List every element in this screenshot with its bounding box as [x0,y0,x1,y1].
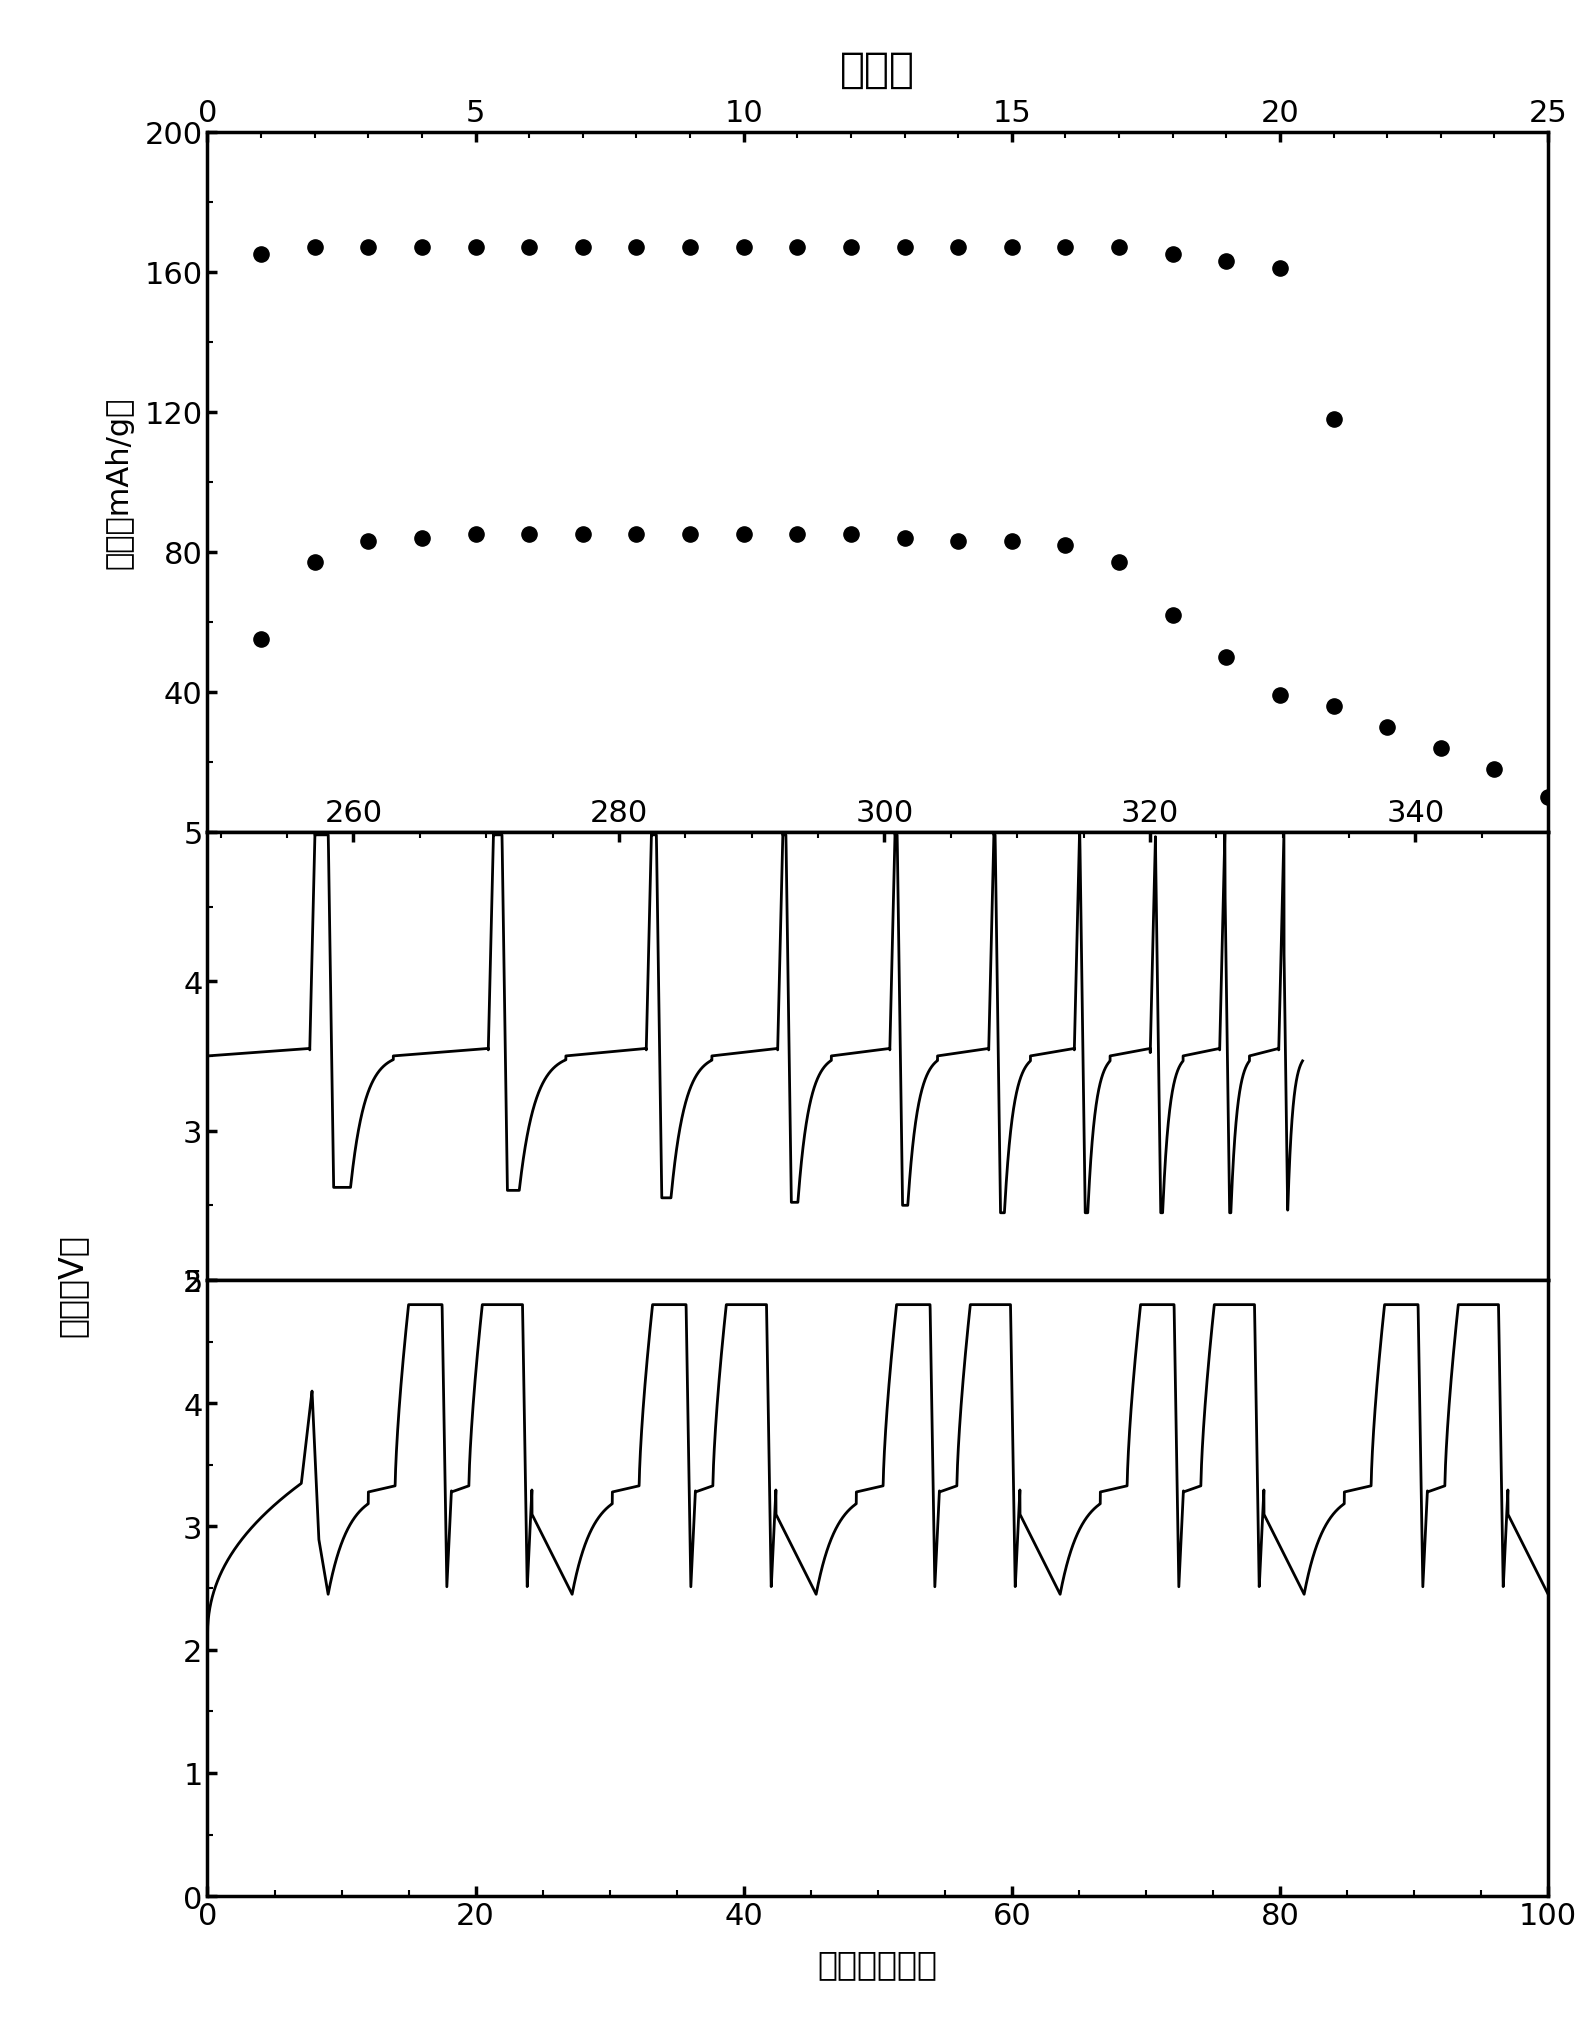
Point [517,232,543,265]
Point [1374,712,1400,744]
Point [463,232,488,265]
Point [945,526,970,559]
Point [892,522,918,555]
Point [249,624,275,657]
Point [570,232,595,265]
Point [1321,404,1347,436]
Point [785,232,811,265]
Point [1267,679,1293,712]
Point [999,526,1025,559]
Point [1428,732,1454,765]
Point [1535,781,1561,814]
Point [1160,599,1186,632]
Point [731,518,757,551]
X-axis label: 时间（小时）: 时间（小时） [817,1947,938,1980]
Point [677,518,702,551]
Point [838,518,863,551]
Point [1481,752,1507,785]
Point [624,518,650,551]
Point [624,232,650,265]
Point [463,518,488,551]
Point [1106,232,1132,265]
Point [999,232,1025,265]
Point [1267,253,1293,285]
Point [731,232,757,265]
Point [1053,232,1079,265]
Point [1106,546,1132,579]
Point [1213,247,1238,279]
Point [570,518,595,551]
Point [1053,530,1079,563]
Point [785,518,811,551]
Point [1321,689,1347,722]
Point [945,232,970,265]
Point [356,232,381,265]
Point [677,232,702,265]
Text: 电势（V）: 电势（V） [56,1234,89,1336]
Point [356,526,381,559]
Point [517,518,543,551]
Point [1213,640,1238,673]
Point [409,522,434,555]
Point [302,232,327,265]
Point [838,232,863,265]
Y-axis label: 容量（mAh/g）: 容量（mAh/g） [104,396,134,569]
Point [409,232,434,265]
Point [1160,239,1186,271]
Point [892,232,918,265]
Point [249,239,275,271]
Point [302,546,327,579]
X-axis label: 循环数: 循环数 [841,49,915,92]
